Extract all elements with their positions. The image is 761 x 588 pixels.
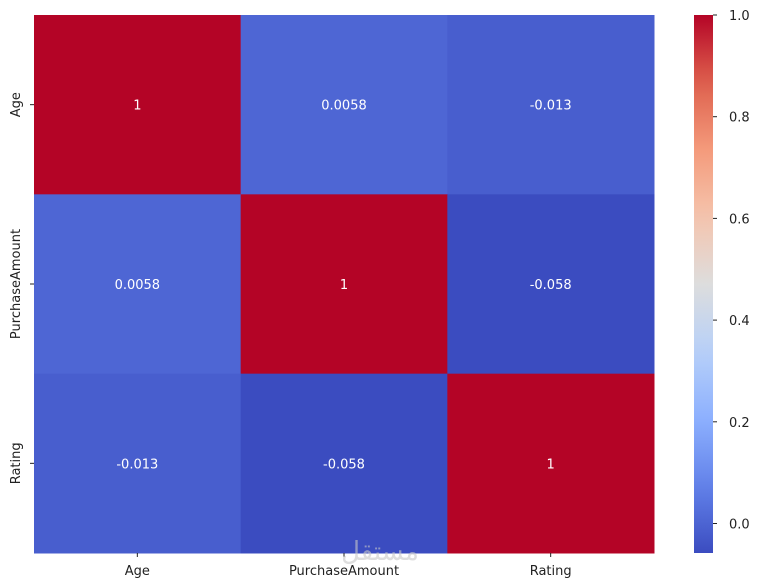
heatmap-cell-labels: 1 0.0058 -0.013 0.0058 1 -0.058 -0.013 -0.058 1 (115, 99, 572, 473)
y-tick-label: PurchaseAmount (9, 229, 24, 339)
colorbar-tick-label: 0.6 (729, 212, 750, 227)
watermark-logo: مستقل (341, 537, 419, 567)
colorbar-tick-label: 1.0 (729, 9, 750, 24)
heatmap-cell (34, 15, 242, 195)
x-tick-label: PurchaseAmount (289, 564, 399, 579)
cell-value-label: -0.058 (323, 457, 365, 472)
cell-value-label: 0.0058 (321, 99, 367, 114)
x-axis: Age PurchaseAmount Rating (125, 553, 572, 579)
colorbar-gradient (694, 15, 713, 553)
cell-value-label: -0.058 (530, 278, 572, 293)
cell-value-label: 0.0058 (115, 278, 161, 293)
heatmap-cell (447, 194, 655, 375)
cell-value-label: 1 (340, 278, 348, 293)
cell-value-label: -0.013 (530, 99, 572, 114)
heatmap-cell (240, 194, 448, 375)
heatmap-cell (34, 373, 242, 554)
watermark-text: مستقل (341, 537, 419, 567)
heatmap-cell (447, 373, 655, 554)
colorbar-tick-label: 0.2 (729, 416, 750, 431)
heatmap-cell (447, 15, 655, 195)
heatmap-cells (34, 15, 655, 554)
colorbar-tick-label: 0.0 (729, 518, 750, 533)
x-tick-label: Age (125, 564, 150, 579)
cell-value-label: 1 (133, 99, 141, 114)
heatmap-cell (240, 373, 448, 554)
heatmap-cell (240, 15, 448, 195)
colorbar-tick-label: 0.8 (729, 111, 750, 126)
y-axis: Age PurchaseAmount Rating (9, 92, 34, 484)
cell-value-label: 1 (547, 457, 555, 472)
cell-value-label: -0.013 (116, 457, 158, 472)
x-tick-label: Rating (530, 564, 572, 579)
heatmap-cell (34, 194, 242, 375)
colorbar-tick-label: 0.4 (729, 314, 750, 329)
y-tick-label: Age (9, 92, 24, 117)
y-tick-label: Rating (9, 442, 24, 484)
colorbar: 0.0 0.2 0.4 0.6 0.8 1.0 (694, 9, 750, 553)
